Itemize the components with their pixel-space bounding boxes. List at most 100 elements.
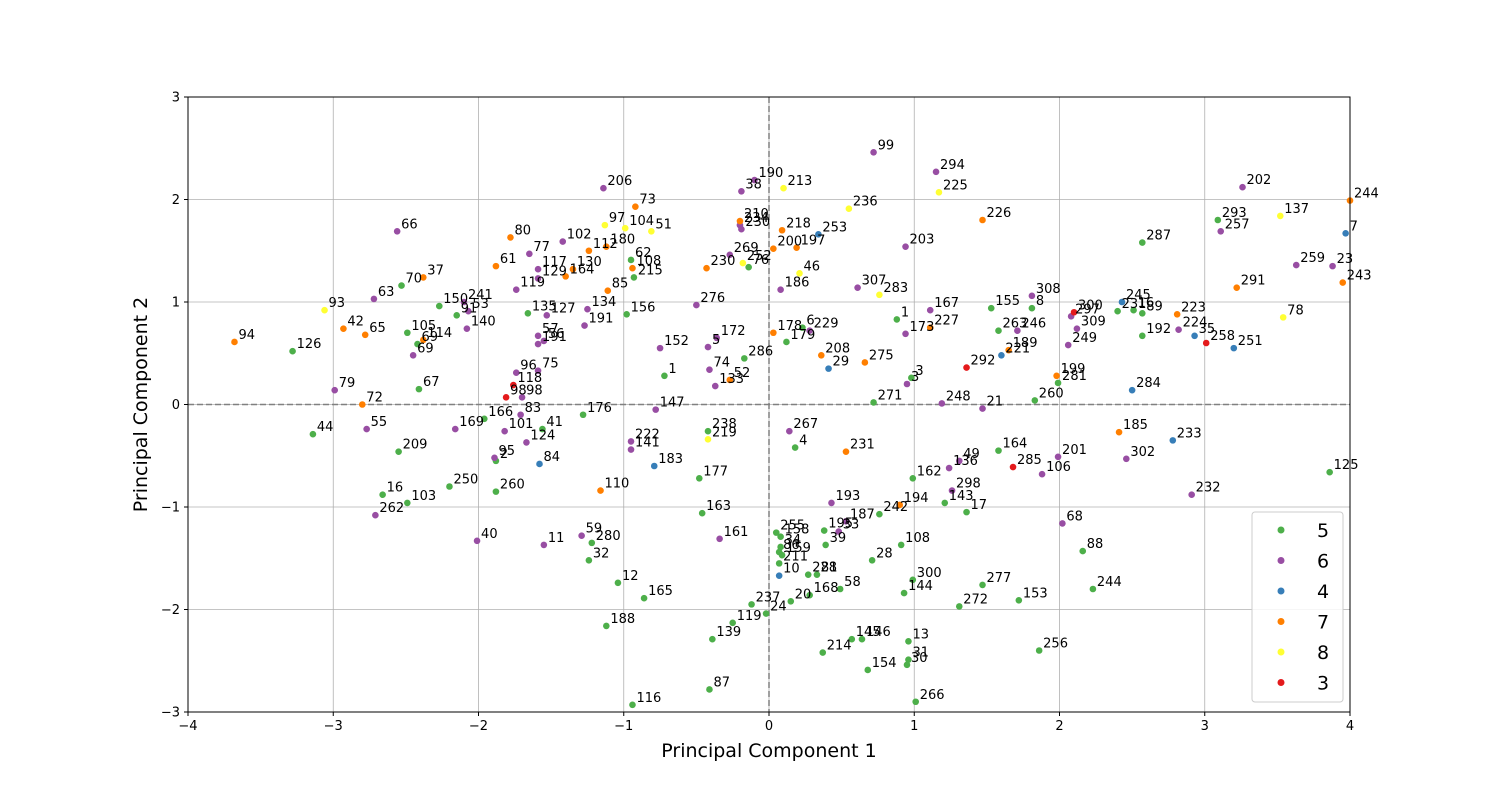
point-label: 98 xyxy=(510,383,527,398)
data-point-group-8 xyxy=(621,224,629,232)
data-point-group-6 xyxy=(1292,261,1300,269)
data-point-group-7 xyxy=(726,376,734,384)
data-point-group-4 xyxy=(825,365,832,372)
data-point-group-4 xyxy=(1230,344,1238,352)
data-point-group-5 xyxy=(695,475,703,482)
point-label: 158 xyxy=(785,523,810,538)
data-point-group-5 xyxy=(848,635,856,643)
point-label: 259 xyxy=(1300,251,1325,266)
data-point-group-5 xyxy=(909,475,917,482)
data-point-group-7 xyxy=(359,401,366,408)
point-label: 153 xyxy=(1023,586,1048,601)
data-point-group-5 xyxy=(539,425,546,433)
data-point-group-6 xyxy=(751,176,758,184)
point-label: 52 xyxy=(734,366,751,381)
point-label: 2 xyxy=(500,447,508,462)
data-point-group-6 xyxy=(656,344,664,352)
data-point-group-5 xyxy=(836,585,844,593)
point-label: 80 xyxy=(514,223,531,238)
data-point-group-6 xyxy=(581,322,588,329)
data-point-group-7 xyxy=(1115,428,1123,436)
data-point-group-6 xyxy=(331,386,339,394)
data-point-group-7 xyxy=(736,217,744,225)
point-label: 260 xyxy=(500,478,525,493)
point-label: 76 xyxy=(753,253,770,268)
data-point-group-6 xyxy=(854,284,861,291)
point-label: 143 xyxy=(949,489,974,504)
point-label: 192 xyxy=(1146,322,1171,337)
data-point-group-5 xyxy=(404,329,411,337)
point-label: 137 xyxy=(1284,202,1309,217)
y-tick-label: 3 xyxy=(172,91,180,106)
point-label: 73 xyxy=(639,193,656,208)
point-label: 68 xyxy=(1066,509,1083,524)
data-point-group-5 xyxy=(775,560,783,567)
data-point-group-5 xyxy=(799,324,806,331)
point-label: 233 xyxy=(1177,426,1202,441)
legend-marker-4 xyxy=(1277,587,1285,595)
data-points xyxy=(231,149,1354,709)
data-point-group-6 xyxy=(926,306,934,314)
point-label: 24 xyxy=(770,600,787,615)
data-point-group-5 xyxy=(579,411,587,419)
point-label: 256 xyxy=(1043,637,1068,652)
point-label: 32 xyxy=(593,546,610,561)
data-point-group-5 xyxy=(395,448,402,455)
x-tick-label: 3 xyxy=(1201,719,1209,734)
point-label: 229 xyxy=(814,317,839,332)
data-point-group-7 xyxy=(597,487,604,494)
x-tick-label: 0 xyxy=(765,719,773,734)
point-label: 63 xyxy=(378,285,395,300)
data-point-group-6 xyxy=(786,427,793,435)
x-tick-label: 2 xyxy=(1055,719,1063,734)
data-point-group-7 xyxy=(361,331,369,339)
point-label: 3 xyxy=(915,364,923,379)
data-point-group-5 xyxy=(1214,216,1222,224)
point-label: 42 xyxy=(347,315,364,330)
point-label: 302 xyxy=(1130,445,1155,460)
legend-marker-5 xyxy=(1277,526,1285,534)
data-point-group-6 xyxy=(955,457,963,465)
point-label: 93 xyxy=(329,296,346,311)
point-label: 7 xyxy=(1350,219,1358,234)
data-point-group-6 xyxy=(1064,341,1072,349)
point-label: 172 xyxy=(721,324,746,339)
point-label: 20 xyxy=(795,587,812,602)
data-point-group-5 xyxy=(813,571,821,578)
point-label: 135 xyxy=(532,299,557,314)
point-label: 223 xyxy=(1181,300,1206,315)
legend-box xyxy=(1251,511,1344,703)
point-label: 46 xyxy=(804,259,821,274)
data-point-group-5 xyxy=(905,656,912,664)
data-point-group-6 xyxy=(393,227,401,235)
data-point-group-5 xyxy=(1130,306,1137,314)
point-label: 104 xyxy=(629,214,654,229)
data-point-group-6 xyxy=(584,305,591,313)
data-point-group-6 xyxy=(711,382,719,390)
data-point-group-5 xyxy=(640,594,648,602)
point-label: 284 xyxy=(1136,376,1161,391)
point-label: 61 xyxy=(500,252,517,267)
point-label: 248 xyxy=(946,389,971,404)
data-point-group-6 xyxy=(627,438,635,445)
point-label: 163 xyxy=(706,499,731,514)
point-label: 190 xyxy=(758,166,783,181)
data-point-group-6 xyxy=(704,343,712,351)
data-point-group-5 xyxy=(415,385,423,393)
data-point-group-7 xyxy=(778,226,786,234)
point-label: 214 xyxy=(827,639,852,654)
point-label: 70 xyxy=(406,272,423,287)
point-label: 49 xyxy=(963,447,980,462)
data-point-group-6 xyxy=(842,518,850,525)
data-point-group-5 xyxy=(979,581,986,589)
data-point-group-5 xyxy=(289,347,296,355)
point-label: 69 xyxy=(417,341,434,356)
data-point-group-7 xyxy=(770,329,777,337)
data-point-group-5 xyxy=(876,510,883,518)
x-tick-label: 4 xyxy=(1346,719,1354,734)
point-label: 125 xyxy=(1334,458,1359,473)
data-point-group-8 xyxy=(321,306,328,314)
point-label: 74 xyxy=(713,356,730,371)
data-point-group-7 xyxy=(1339,279,1347,286)
point-label: 221 xyxy=(1005,341,1030,356)
